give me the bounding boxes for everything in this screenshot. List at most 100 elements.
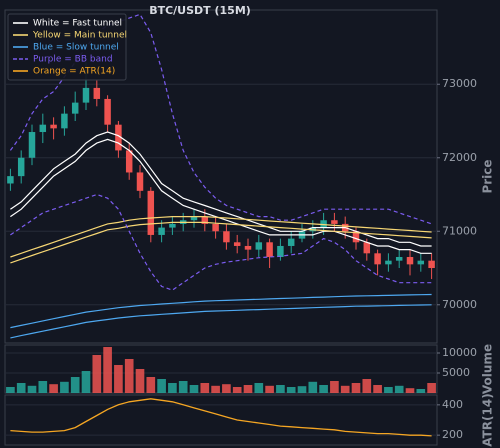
candle-body: [7, 176, 14, 184]
volume-bar: [319, 385, 328, 393]
volume-bar: [157, 379, 166, 393]
volume-bar: [405, 388, 415, 393]
y-axis-label: Price: [481, 159, 495, 193]
candle-body: [363, 242, 371, 254]
candle-body: [223, 231, 230, 243]
volume-bar: [373, 385, 382, 393]
legend-label: White = Fast tunnel: [33, 19, 122, 29]
volume-bar: [308, 381, 318, 393]
volume-bar: [60, 381, 69, 393]
volume-bar: [384, 387, 393, 393]
volume-bar: [340, 385, 350, 393]
volume-bar: [16, 383, 26, 393]
y-axis-label: Volume: [481, 344, 495, 394]
volume-bar: [6, 387, 15, 393]
y-tick-label: 71000: [442, 224, 477, 237]
volume-bar: [103, 347, 112, 393]
candle-body: [39, 124, 47, 133]
volume-bar: [81, 371, 91, 393]
line-series: [10, 304, 432, 339]
volume-bar: [427, 383, 436, 393]
candle-body: [71, 102, 79, 114]
volume-panel: [4, 344, 438, 394]
candle-body: [277, 245, 284, 257]
volume-bar: [362, 379, 372, 393]
y-tick-label: 200: [442, 428, 463, 441]
line-series: [10, 398, 432, 437]
candle-body: [61, 113, 68, 129]
candle-body: [331, 220, 338, 224]
candle-body: [17, 157, 25, 177]
candle-body: [190, 216, 198, 221]
candle-body: [374, 253, 381, 265]
y-tick-label: 72000: [442, 151, 477, 164]
volume-bar: [114, 365, 123, 393]
volume-bar: [232, 387, 242, 393]
line-series: [10, 216, 432, 258]
volume-bar: [135, 369, 145, 393]
volume-bar: [286, 387, 296, 393]
volume-bar: [297, 386, 307, 393]
volume-bar: [254, 383, 264, 393]
candle-body: [82, 87, 90, 103]
candle-body: [212, 223, 219, 232]
plot-layer: 70000 71000 72000 73000 Price White = Fast tu…: [5, 13, 495, 447]
line-series: [10, 193, 432, 291]
volume-bar: [38, 381, 48, 393]
volume-bar: [92, 355, 102, 393]
candle-body: [125, 150, 133, 173]
candle-body: [287, 238, 295, 246]
volume-bar: [276, 385, 285, 393]
candle-body: [406, 256, 414, 265]
candle-body: [244, 245, 252, 250]
price-panel: [4, 9, 438, 344]
candle-body: [201, 216, 209, 224]
volume-bar: [330, 381, 339, 393]
candle-body: [266, 242, 273, 257]
candle-body: [28, 132, 36, 158]
legend-box: [7, 13, 127, 81]
candle-body: [233, 242, 241, 246]
volume-bar: [394, 385, 404, 393]
volume-bar: [146, 377, 156, 393]
volume-bar: [189, 385, 199, 393]
candle-body: [255, 242, 263, 250]
volume-bar: [168, 383, 177, 393]
volume-bar: [124, 359, 134, 393]
volume-bar: [211, 385, 220, 393]
candle-body: [136, 172, 144, 191]
candle-body: [395, 256, 403, 261]
atr-panel: [4, 394, 438, 446]
candle-body: [147, 190, 155, 235]
candle-body: [320, 220, 327, 228]
legend-label: Blue = Slow tunnel: [33, 43, 119, 53]
candle-body: [428, 260, 435, 269]
y-tick-label: 5000: [442, 366, 470, 379]
volume-bar: [222, 384, 231, 393]
candle-body: [104, 98, 111, 125]
legend-label: Purple = BB band: [33, 55, 113, 65]
y-tick-label: 10000: [442, 346, 477, 359]
y-tick-label: 73000: [442, 77, 477, 90]
candle-body: [93, 87, 101, 99]
volume-bar: [265, 385, 274, 393]
volume-bar: [200, 383, 210, 393]
candle-body: [115, 124, 122, 151]
legend-label: Yellow = Main tunnel: [32, 31, 127, 41]
legend-label: Orange = ATR(14): [33, 67, 115, 77]
candle-body: [417, 260, 425, 265]
candle-body: [385, 260, 392, 265]
volume-bar: [178, 381, 188, 393]
volume-bar: [416, 389, 426, 393]
candle-body: [50, 124, 57, 129]
y-axis-label: ATR(14): [481, 393, 495, 446]
volume-bar: [27, 385, 37, 393]
line-series: [10, 138, 432, 254]
line-series: [10, 293, 432, 329]
chart-title: BTC/USDT (15M): [149, 4, 251, 17]
candle-body: [158, 227, 165, 235]
y-tick-label: 400: [442, 398, 463, 411]
candle-body: [352, 231, 360, 243]
